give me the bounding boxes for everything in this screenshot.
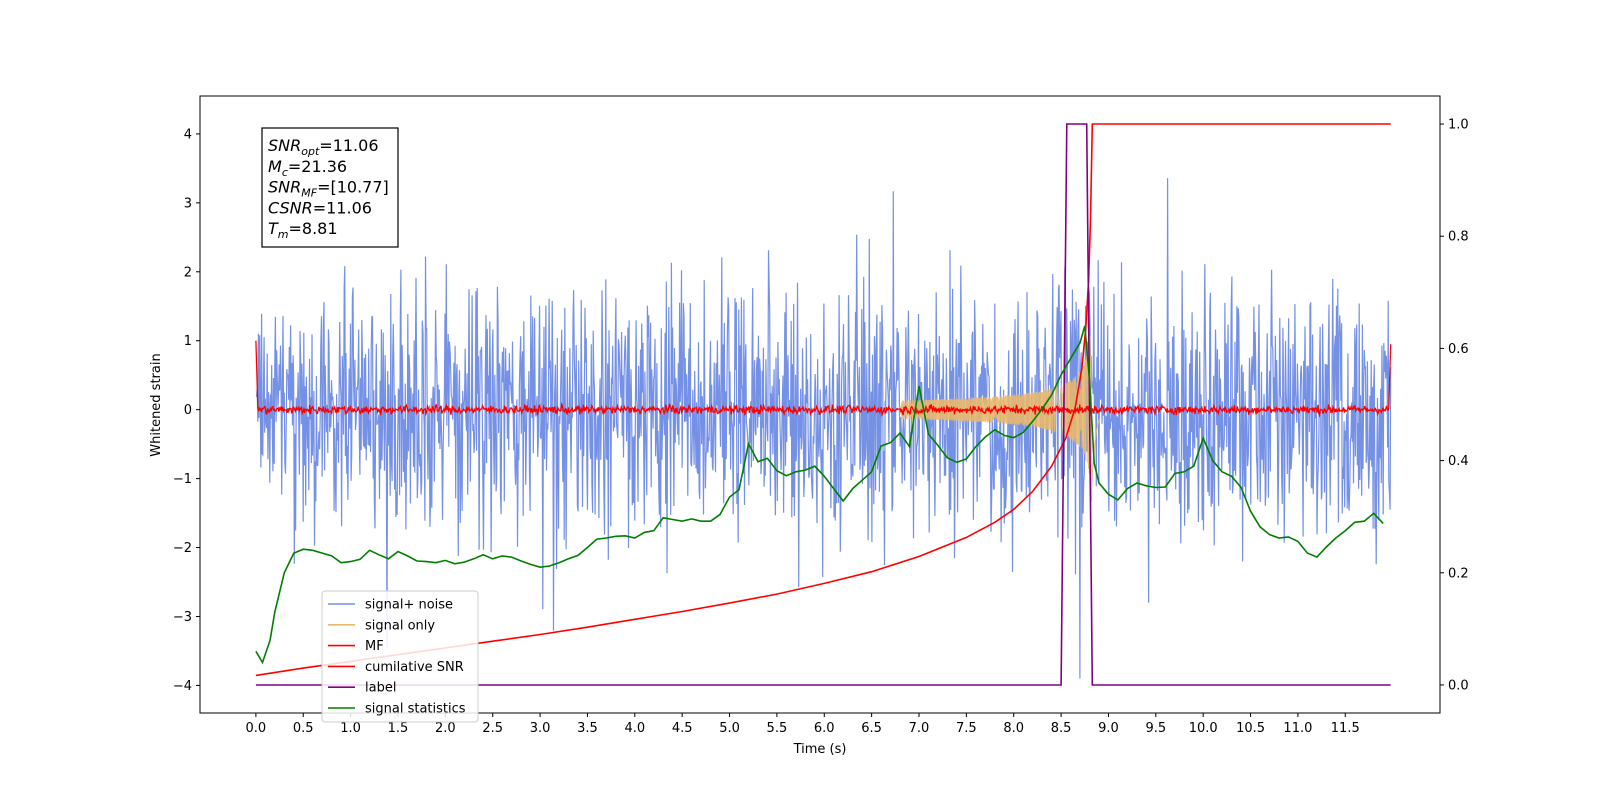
mf-line bbox=[255, 340, 1392, 418]
left-y-tick-label: −1 bbox=[173, 472, 192, 487]
left-y-tick-label: −3 bbox=[173, 610, 192, 625]
signal-noise-line bbox=[255, 178, 1392, 679]
x-tick-label: 4.5 bbox=[672, 721, 693, 736]
x-tick-label: 1.0 bbox=[340, 721, 361, 736]
legend-entry: cumilative SNR bbox=[365, 660, 464, 675]
x-tick-label: 7.5 bbox=[956, 721, 977, 736]
x-tick-label: 2.5 bbox=[482, 721, 503, 736]
legend-entry: signal statistics bbox=[365, 702, 466, 717]
x-tick-label: 8.5 bbox=[1051, 721, 1072, 736]
annotation-line: Mc=21.36 bbox=[268, 157, 347, 179]
x-tick-label: 5.0 bbox=[719, 721, 740, 736]
right-y-tick-label: 0.4 bbox=[1448, 454, 1469, 469]
left-y-tick-label: 1 bbox=[184, 334, 192, 349]
x-tick-label: 0.0 bbox=[246, 721, 267, 736]
x-tick-label: 6.0 bbox=[814, 721, 835, 736]
x-tick-label: 3.0 bbox=[530, 721, 551, 736]
x-tick-label: 7.0 bbox=[909, 721, 930, 736]
x-tick-label: 0.5 bbox=[293, 721, 314, 736]
right-y-axis: 1.0 0.8 0.6 0.4 0.2 0.0 bbox=[1440, 118, 1469, 693]
legend-entry: signal+ noise bbox=[365, 598, 453, 613]
legend-entry: signal only bbox=[365, 618, 435, 633]
legend-frame bbox=[321, 590, 479, 723]
right-y-tick-label: 0.0 bbox=[1448, 678, 1469, 693]
x-tick-label: 11.0 bbox=[1283, 721, 1312, 736]
x-tick-label: 1.5 bbox=[388, 721, 409, 736]
left-y-tick-label: 0 bbox=[184, 403, 192, 418]
x-tick-label: 9.5 bbox=[1145, 721, 1166, 736]
x-tick-label: 3.5 bbox=[577, 721, 598, 736]
annotation-box: SNRopt=11.06Mc=21.36SNRMF=[10.77]CSNR=11… bbox=[261, 127, 399, 248]
x-axis: 0.0 0.5 1.0 1.5 2.0 2.5 3.0 3.5 4.0 4.5 5.0 5.5 6.0 6… bbox=[246, 713, 1360, 736]
y-axis-label: Whitened strain bbox=[149, 353, 164, 456]
x-tick-label: 2.0 bbox=[435, 721, 456, 736]
plot-frame bbox=[199, 95, 1441, 714]
x-tick-label: 6.5 bbox=[861, 721, 882, 736]
label-line bbox=[255, 123, 1391, 686]
right-y-tick-label: 0.8 bbox=[1448, 230, 1469, 245]
left-y-tick-label: 4 bbox=[184, 127, 192, 142]
left-y-tick-label: −4 bbox=[173, 679, 192, 694]
x-axis-label: Time (s) bbox=[793, 742, 847, 757]
x-tick-label: 10.0 bbox=[1189, 721, 1218, 736]
x-tick-label: 8.0 bbox=[1003, 721, 1024, 736]
x-tick-label: 9.0 bbox=[1098, 721, 1119, 736]
right-y-tick-label: 0.6 bbox=[1448, 342, 1469, 357]
legend-entry: label bbox=[365, 681, 396, 696]
left-y-tick-label: 3 bbox=[184, 196, 192, 211]
x-tick-label: 4.0 bbox=[624, 721, 645, 736]
legend-entry: MF bbox=[365, 639, 384, 654]
x-tick-label: 11.5 bbox=[1331, 721, 1360, 736]
signal-statistics-line bbox=[255, 325, 1384, 665]
annotation-line: CSNR=11.06 bbox=[268, 198, 372, 217]
x-tick-label: 5.5 bbox=[767, 721, 788, 736]
annotation-line: SNRopt=11.06 bbox=[268, 136, 379, 158]
left-y-axis: 4 3 2 1 0 −1 −2 −3 −4 bbox=[173, 127, 200, 694]
annotation-frame bbox=[261, 127, 399, 248]
annotation-line: SNRMF=[10.77] bbox=[268, 178, 389, 200]
right-y-tick-label: 1.0 bbox=[1448, 118, 1469, 133]
left-y-tick-label: 2 bbox=[184, 265, 192, 280]
legend: signal+ noise signal only MF cumilative SNR… bbox=[321, 590, 479, 723]
annotation-line: Tm=8.81 bbox=[268, 219, 338, 241]
right-y-tick-label: 0.2 bbox=[1448, 566, 1469, 581]
x-tick-label: 10.5 bbox=[1236, 721, 1265, 736]
left-y-tick-label: −2 bbox=[173, 541, 192, 556]
